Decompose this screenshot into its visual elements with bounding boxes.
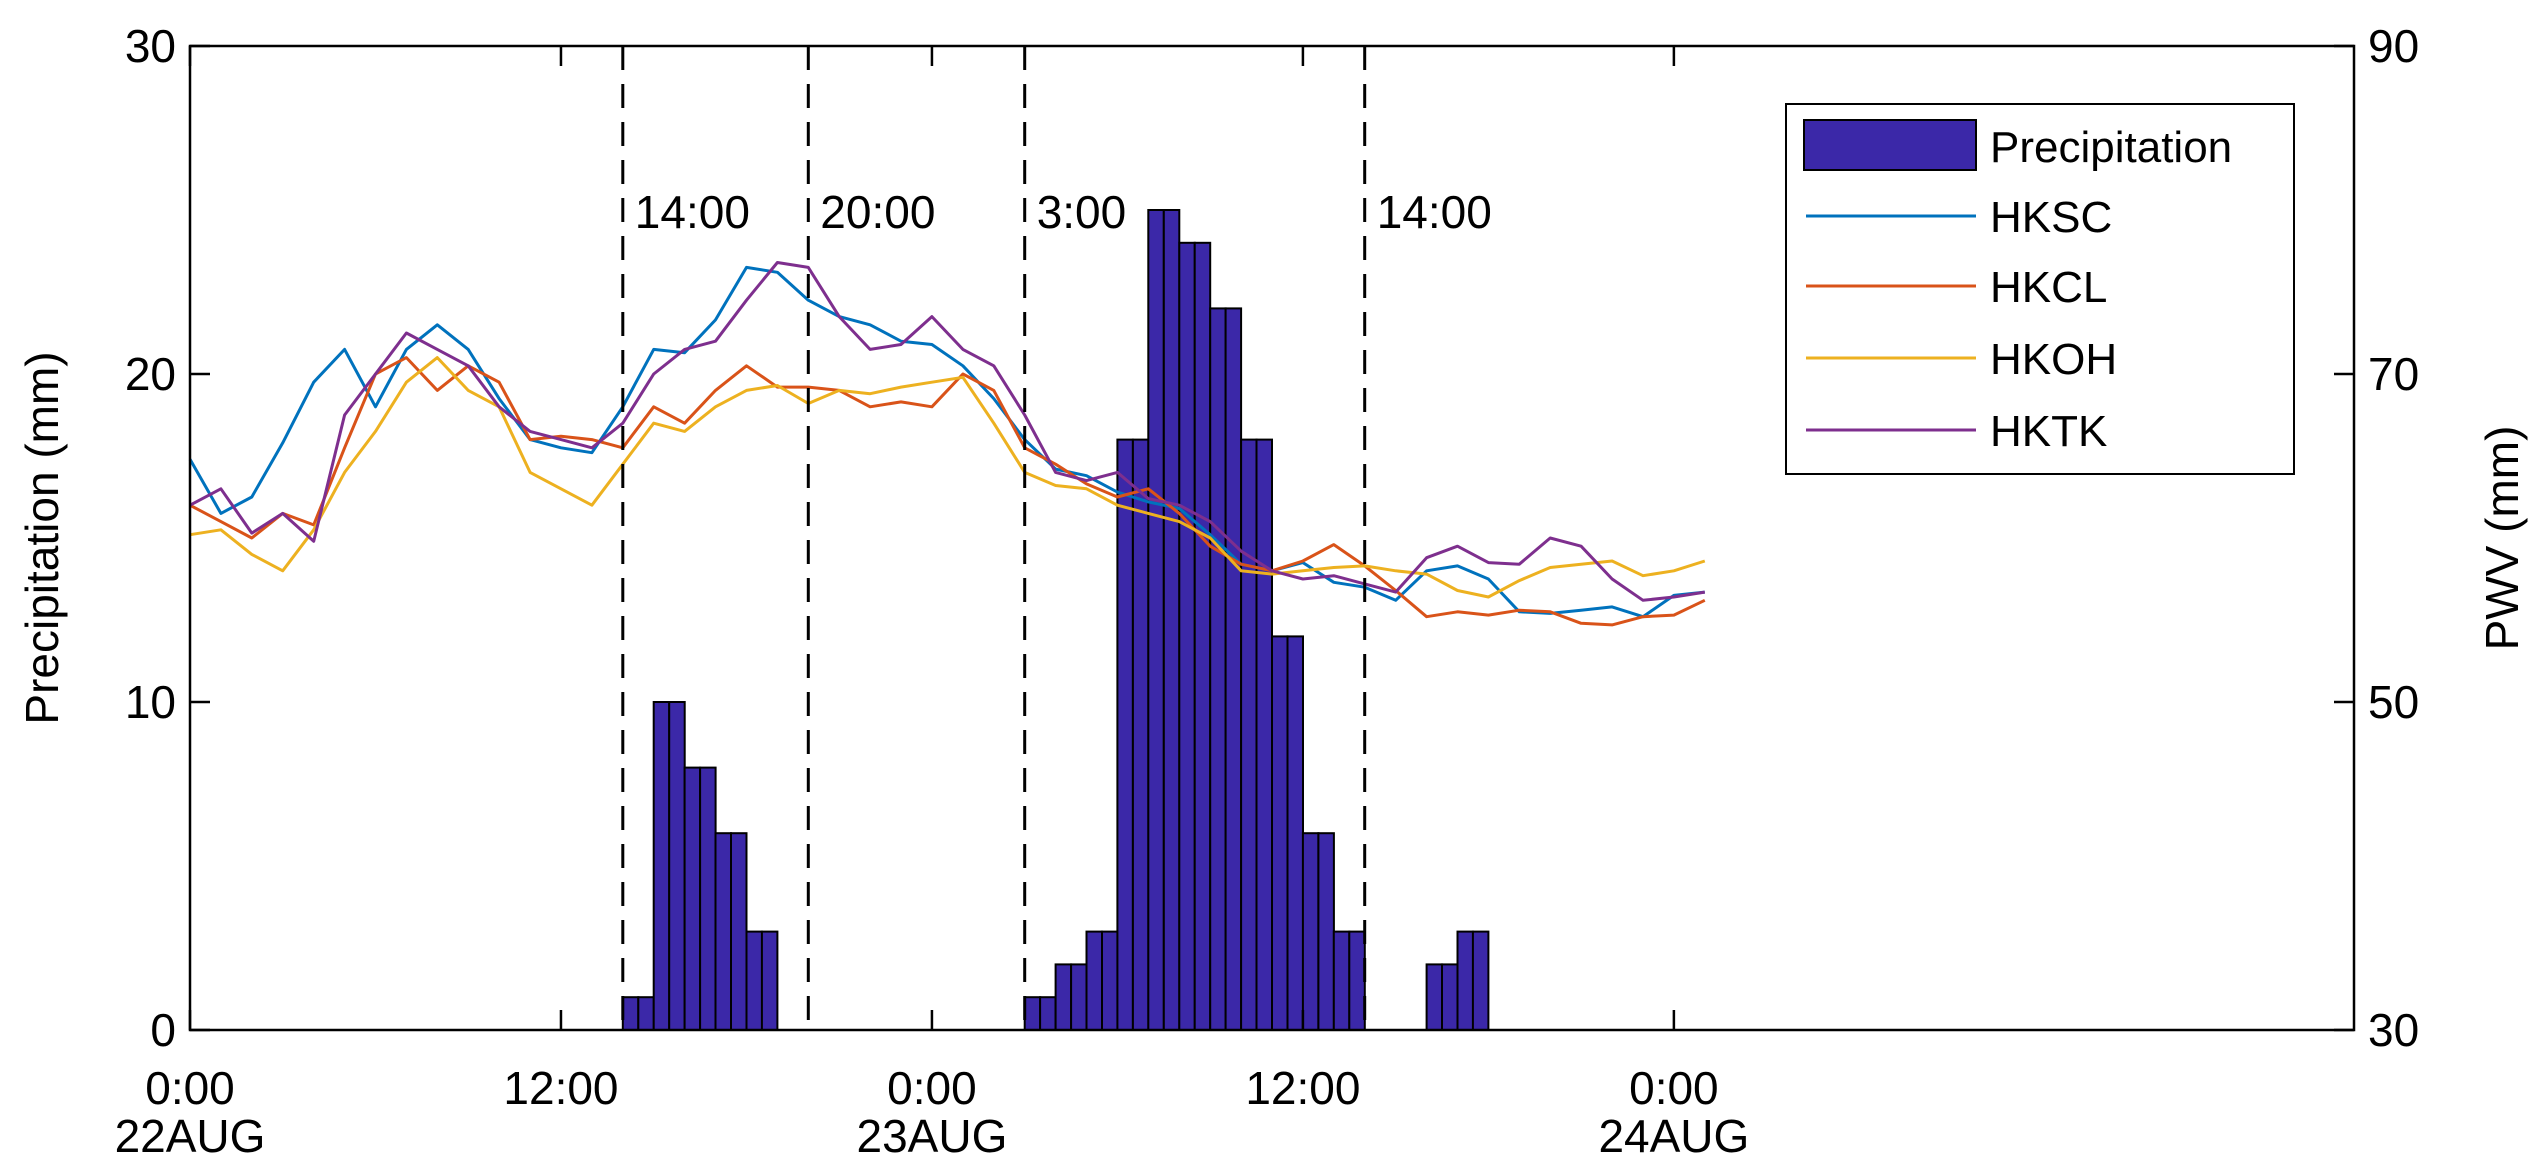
precip-bar xyxy=(1054,963,1073,1032)
series-line-hkoh xyxy=(189,356,1706,599)
precip-bar xyxy=(621,996,640,1032)
precipitation-bars xyxy=(621,209,1490,1032)
series-line-hkcl xyxy=(189,356,1706,627)
precip-bar xyxy=(1348,930,1366,1031)
precip-bar xyxy=(1301,832,1320,1032)
legend-swatch-precipitation xyxy=(1803,119,1977,171)
y-left-tick-label: 0 xyxy=(150,1004,176,1056)
x-tick-label: 12:00 xyxy=(1245,1062,1360,1114)
x-tick-date-label: 24AUG xyxy=(1598,1110,1749,1162)
x-tick-label: 0:00 xyxy=(887,1062,977,1114)
x-tick-label: 0:00 xyxy=(145,1062,235,1114)
precip-bar xyxy=(1441,963,1459,1032)
precip-bar xyxy=(1425,963,1444,1032)
pwv-lines xyxy=(188,261,1706,627)
precip-bar xyxy=(1456,930,1474,1031)
event-label: 14:00 xyxy=(635,186,750,238)
y-right-tick-label: 50 xyxy=(2368,676,2419,728)
precip-bar xyxy=(1271,635,1289,1032)
y-left-tick-label: 30 xyxy=(125,20,176,72)
precip-bar xyxy=(1070,963,1088,1032)
precip-bar xyxy=(1193,241,1212,1032)
precip-bar xyxy=(1209,307,1227,1031)
legend-label-hksc: HKSC xyxy=(1990,193,2112,242)
precip-bar xyxy=(668,701,686,1031)
event-label: 3:00 xyxy=(1037,186,1127,238)
precip-bar xyxy=(1317,832,1335,1032)
legend: Precipitation HKSC HKCL HKOH HKTK xyxy=(1785,103,2295,475)
event-label: 20:00 xyxy=(820,186,935,238)
precip-bar xyxy=(1471,930,1490,1031)
precip-bar xyxy=(730,832,748,1032)
precip-bar xyxy=(1116,438,1134,1032)
legend-label-hkoh: HKOH xyxy=(1990,335,2117,384)
event-markers: 14:00 20:00 3:00 14:00 xyxy=(621,46,1492,1030)
y-right-tick-label: 90 xyxy=(2368,20,2419,72)
precip-bar xyxy=(1101,930,1119,1031)
legend-label-precipitation: Precipitation xyxy=(1990,123,2232,172)
legend-label-hktk: HKTK xyxy=(1990,407,2107,456)
event-label: 14:00 xyxy=(1377,186,1492,238)
y-axis-right-label: PWV (mm) xyxy=(2476,426,2528,651)
precip-bar xyxy=(760,930,779,1031)
precip-bar xyxy=(699,766,717,1031)
precip-bar xyxy=(1332,930,1351,1031)
x-tick-date-label: 22AUG xyxy=(115,1110,266,1162)
precip-bar xyxy=(1255,438,1273,1032)
precip-bar xyxy=(1131,438,1150,1032)
precip-bar xyxy=(652,701,671,1031)
precip-bar xyxy=(1286,635,1304,1032)
y-axis-left-label: Precipitation (mm) xyxy=(16,351,68,724)
series-line-hktk xyxy=(189,261,1706,602)
x-tick-date-label: 23AUG xyxy=(857,1110,1008,1162)
precip-bar xyxy=(1147,209,1165,1031)
precip-bar xyxy=(1178,241,1196,1032)
precip-bar xyxy=(1240,438,1258,1032)
precip-bar xyxy=(714,832,732,1032)
y-right-tick-label: 30 xyxy=(2368,1004,2419,1056)
x-tick-label: 12:00 xyxy=(503,1062,618,1114)
precip-bar xyxy=(1085,930,1103,1031)
y-left-tick-label: 20 xyxy=(125,348,176,400)
y-left-tick-label: 10 xyxy=(125,676,176,728)
legend-label-hkcl: HKCL xyxy=(1990,263,2107,312)
x-tick-label: 0:00 xyxy=(1629,1062,1719,1114)
precip-bar xyxy=(1224,307,1243,1031)
precip-bar xyxy=(1162,209,1181,1031)
y-right-tick-label: 70 xyxy=(2368,348,2419,400)
precip-bar xyxy=(683,766,702,1031)
precip-bar xyxy=(637,996,655,1032)
plot-frame xyxy=(188,44,2356,1032)
precip-bar xyxy=(1039,996,1057,1032)
precip-bar xyxy=(1023,996,1042,1032)
series-line-hksc xyxy=(188,265,1705,619)
precip-bar xyxy=(745,930,763,1031)
